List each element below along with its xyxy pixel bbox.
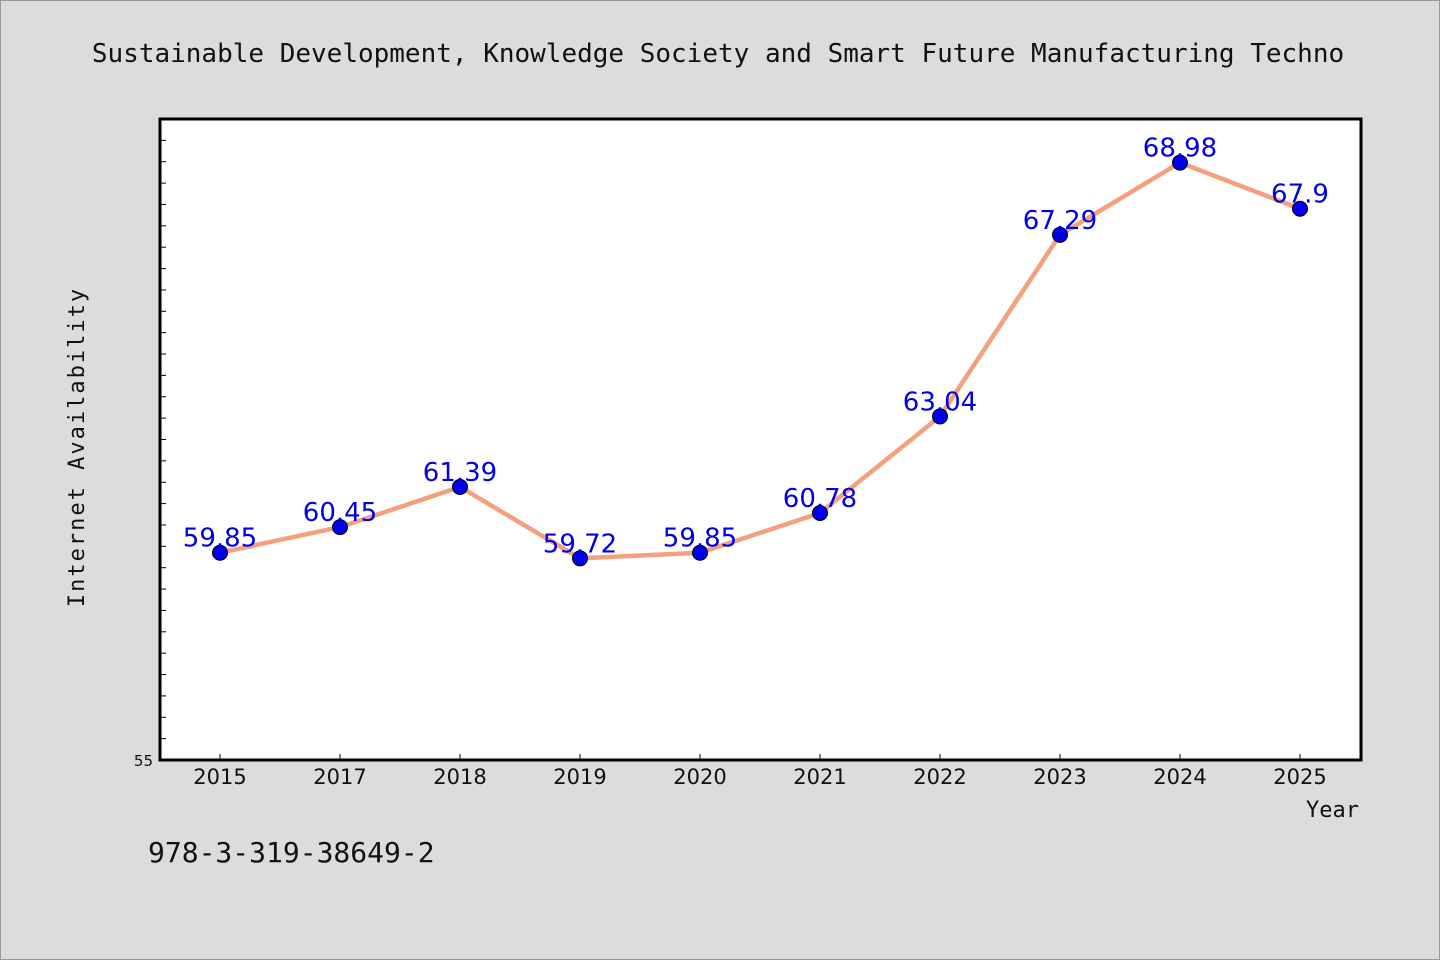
data-point-marker (1292, 200, 1308, 217)
x-tick-label: 2017 (313, 765, 366, 789)
data-label: 59.85 (183, 524, 257, 554)
data-point-marker (212, 544, 228, 561)
chart-title: Sustainable Development, Knowledge Socie… (92, 39, 1344, 69)
x-axis-ticks: 2015 2017 2018 2019 2020 2021 2022 2023 2024 2025 (193, 754, 1327, 789)
y-tick-label-55: 55 (134, 752, 153, 770)
data-point-marker (332, 519, 348, 536)
data-label: 63.04 (903, 387, 977, 417)
x-tick-label: 2022 (913, 765, 966, 789)
x-tick-label: 2021 (793, 765, 846, 789)
data-point-marker (572, 550, 588, 567)
plot-area (158, 117, 1363, 762)
data-point-marker (1172, 154, 1188, 171)
y-axis-label: Internet Availability (65, 287, 90, 607)
data-label: 60.45 (303, 498, 377, 528)
x-tick-label: 2019 (553, 765, 606, 789)
data-label: 67.9 (1271, 180, 1329, 210)
data-label: 59.85 (663, 524, 737, 554)
data-point-marker (452, 478, 468, 495)
x-tick-label: 2018 (433, 765, 486, 789)
data-point-marker (812, 505, 828, 522)
data-label: 67.29 (1023, 206, 1097, 236)
data-labels: 59.85 60.45 61.39 59.72 59.85 60.78 63.04 67.29… (183, 134, 1329, 560)
x-axis-label: Year (1306, 798, 1359, 823)
x-tick-label: 2024 (1153, 765, 1206, 789)
data-point-marker (692, 544, 708, 561)
series-line (219, 160, 1301, 561)
data-label: 60.78 (783, 484, 857, 514)
data-label: 59.72 (543, 529, 617, 559)
data-point-marker (932, 408, 948, 425)
series-markers (212, 154, 1308, 567)
y-axis-ticks (160, 139, 166, 761)
x-tick-label: 2023 (1033, 765, 1086, 789)
x-tick-label: 2015 (193, 765, 246, 789)
x-tick-label: 2020 (673, 765, 726, 789)
footer-isbn: 978-3-319-38649-2 (148, 836, 435, 869)
data-label: 61.39 (423, 458, 497, 488)
data-point-marker (1052, 226, 1068, 243)
data-label: 68.98 (1143, 134, 1217, 164)
x-tick-label: 2025 (1273, 765, 1326, 789)
